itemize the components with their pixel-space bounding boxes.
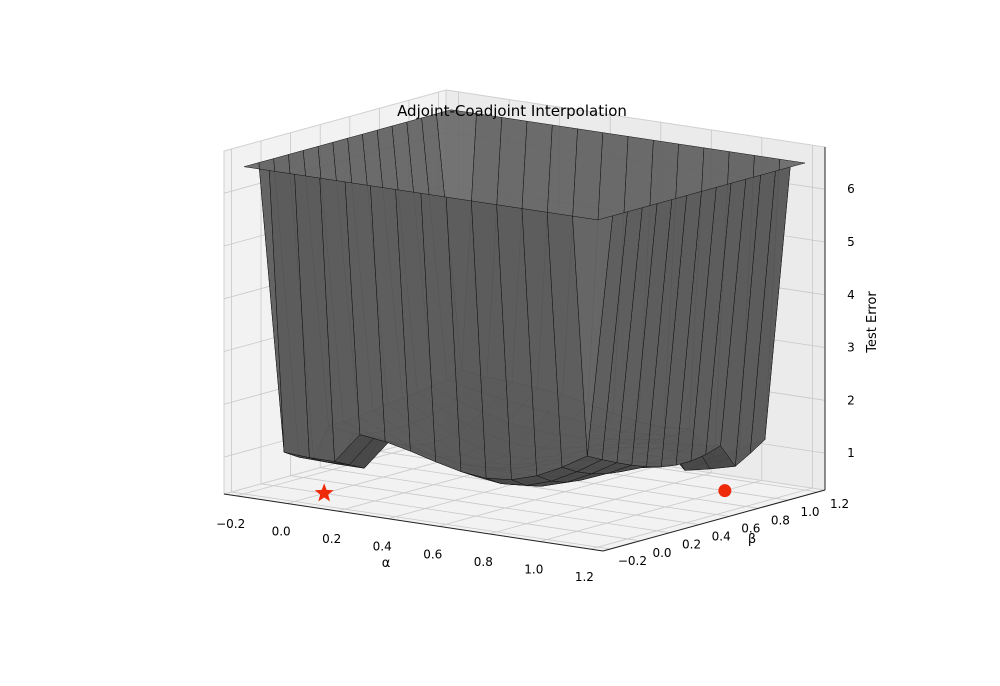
- z-tick-label: 6: [847, 182, 855, 196]
- x-tick-label: 0.2: [322, 532, 341, 546]
- x-tick-label: 1.2: [575, 570, 594, 584]
- x-axis-label: α: [382, 556, 391, 571]
- x-tick-label: 0.0: [272, 525, 291, 539]
- y-tick-label: 0.8: [771, 513, 790, 527]
- markers: [314, 483, 732, 502]
- y-tick-label: −0.2: [618, 554, 647, 568]
- x-tick-label: 1.0: [524, 563, 543, 577]
- x-tick-label: 0.6: [423, 547, 442, 561]
- y-axis-line: [602, 489, 826, 552]
- y-tick-label: 0.0: [652, 546, 671, 560]
- z-axis-label: Test Error: [865, 291, 880, 354]
- y-tick-label: 0.4: [712, 530, 731, 544]
- z-tick-label: 2: [847, 393, 855, 407]
- start-marker-star: [314, 483, 334, 502]
- x-axis-line: [223, 493, 604, 552]
- x-tick-label: 0.8: [474, 555, 493, 569]
- z-tick-label: 4: [847, 288, 855, 302]
- z-tick-label: 5: [847, 235, 855, 249]
- y-axis-label: β: [748, 532, 756, 547]
- end-marker-circle: [718, 484, 732, 498]
- grid-line-y: [260, 140, 641, 542]
- y-tick-label: 0.2: [682, 538, 701, 552]
- chart-title: Adjoint-Coadjoint Interpolation: [397, 102, 627, 120]
- error-surface: [243, 109, 806, 487]
- y-tick-label: 1.2: [830, 497, 849, 511]
- z-tick-label: 3: [847, 341, 855, 355]
- grid-line-x: [590, 145, 813, 550]
- x-tick-label: −0.2: [216, 517, 245, 531]
- y-tick-label: 0.6: [741, 521, 760, 535]
- surface-patch: [572, 215, 613, 457]
- y-tick-label: 1.0: [800, 505, 819, 519]
- x-tick-label: 0.4: [373, 540, 392, 554]
- grid-line-y: [230, 149, 611, 550]
- tick-labels: −0.2 0.0 0.2 0.4 0.6 0.8 1.0 1.2 −0.2 0.0 0.2 0.4 0.…: [216, 182, 855, 584]
- z-tick-label: 1: [847, 446, 855, 460]
